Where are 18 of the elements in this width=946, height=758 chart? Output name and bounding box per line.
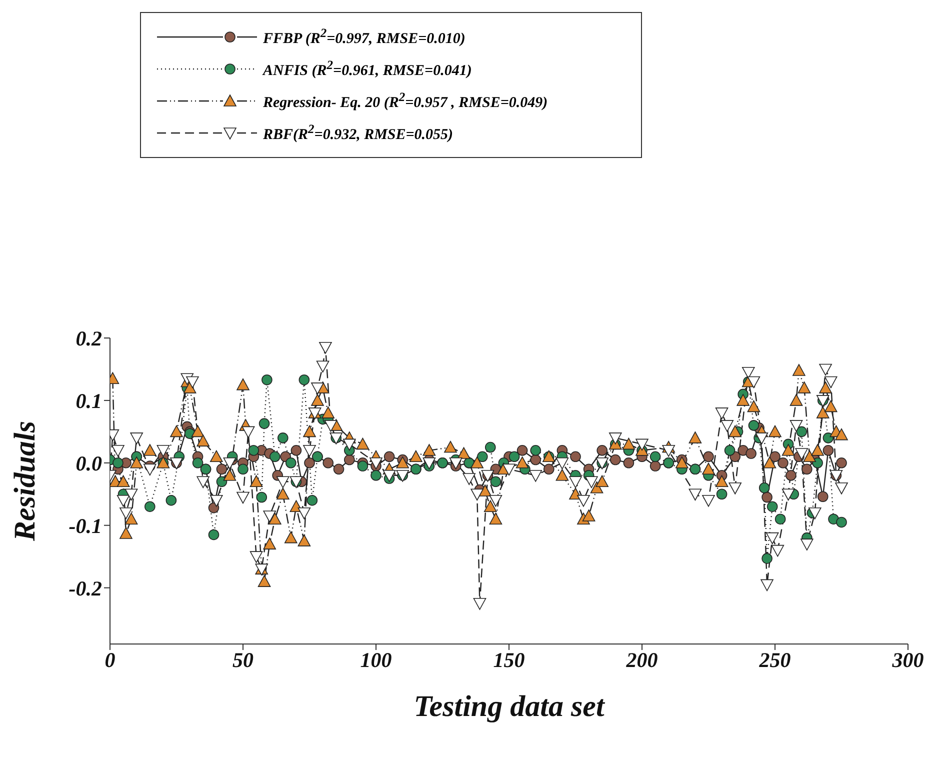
legend-label: Regression- Eq. 20 (R$^{2}$=0.957 , RMSE=0.049) [263,90,548,112]
y-tick-label: 0.2 [76,326,102,350]
y-axis-title: Residuals [8,420,42,542]
y-tick-label: -0.1 [68,514,102,538]
x-tick-label: 100 [360,648,392,672]
x-tick-label: 0 [104,648,116,672]
y-tick-label: 0.0 [76,451,102,476]
x-tick-label: 250 [758,648,792,672]
x-tick-label: 150 [493,648,526,672]
y-tick-label: -0.2 [68,576,102,600]
legend-label: ANFIS (R$^{2}$=0.961, RMSE=0.041) [263,58,472,80]
y-tick-label: 0.1 [76,388,102,413]
x-tick-label: 200 [625,648,658,672]
x-tick-label: 50 [232,648,254,672]
x-axis-title: Testing data set [414,690,606,723]
legend-label: RBF(R$^{2}$=0.932, RMSE=0.055) [263,122,454,144]
x-tick-label: 300 [891,648,924,672]
legend-label: FFBP (R$^{2}$=0.997, RMSE=0.010) [263,26,466,48]
